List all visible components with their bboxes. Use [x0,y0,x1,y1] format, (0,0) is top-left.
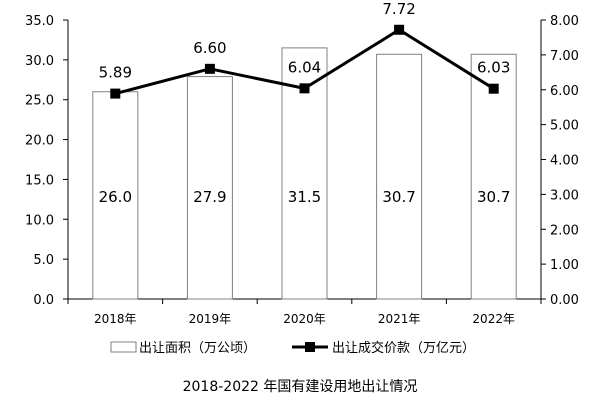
bar-data-label: 27.9 [193,188,226,206]
x-tick-label: 2021年 [378,312,421,326]
bar-data-label: 30.7 [382,188,415,206]
y-right-tick-label: 5.00 [550,119,579,134]
bar-labels: 26.0 27.9 31.5 30.7 30.7 [99,188,511,206]
line-marker [204,63,215,74]
y-right-tick-label: 3.00 [550,188,579,203]
x-tick-label: 2019年 [189,312,232,326]
line-data-label: 5.89 [99,64,132,82]
y-left-tick-label: 15.0 [25,173,54,188]
y-right-tick-label: 6.00 [550,84,579,99]
y-left-tick-label: 25.0 [25,94,54,109]
legend: 出让面积（万公顷） 出让成交价款（万亿元） [110,340,475,356]
y-right-tick-label: 0.00 [550,293,579,308]
line-marker [488,83,499,94]
y-left-tick-label: 35.0 [25,14,54,29]
legend-bar-swatch [110,341,137,353]
y-left-tick-label: 20.0 [25,134,54,149]
y-left-tick-label: 5.0 [33,253,54,268]
bar-data-label: 26.0 [99,188,132,206]
y-right-tick-label: 1.00 [550,258,579,273]
bar [92,91,139,300]
bar [186,76,233,300]
line-series [110,24,499,99]
legend-line-label: 出让成交价款（万亿元） [332,340,475,356]
bar-data-label: 31.5 [288,188,321,206]
line-marker [110,88,121,99]
x-tick-label: 2022年 [472,312,515,326]
line-labels: 5.89 6.60 6.04 7.72 6.03 [99,0,511,82]
line-marker [394,24,405,35]
legend-line-marker [305,342,315,352]
line-data-label: 6.03 [477,59,510,77]
bar-data-label: 30.7 [477,188,510,206]
y-right-tick-label: 4.00 [550,154,579,169]
line-data-label: 7.72 [382,0,415,18]
y-left-tick-label: 0.0 [33,293,54,308]
y-right-tick-label: 2.00 [550,223,579,238]
y-left-tick-label: 30.0 [25,54,54,69]
legend-bar-label: 出让面积（万公顷） [139,341,256,356]
line-data-label: 6.04 [288,58,321,76]
x-tick-label: 2020年 [283,312,326,326]
line-marker [299,83,310,94]
y-right-tick-label: 8.00 [550,14,579,29]
bar [376,53,423,300]
y-left-tick-label: 10.0 [25,213,54,228]
chart-title: 2018-2022 年国有建设用地出让情况 [183,379,418,395]
x-tick-label: 2018年 [94,312,137,326]
bar [470,53,517,300]
axes: 0.0 5.0 10.0 15.0 20.0 25.0 30.0 35.0 0.00 1.00 2.… [25,14,579,326]
y-right-tick-label: 7.00 [550,49,579,64]
line-data-label: 6.60 [193,39,226,57]
